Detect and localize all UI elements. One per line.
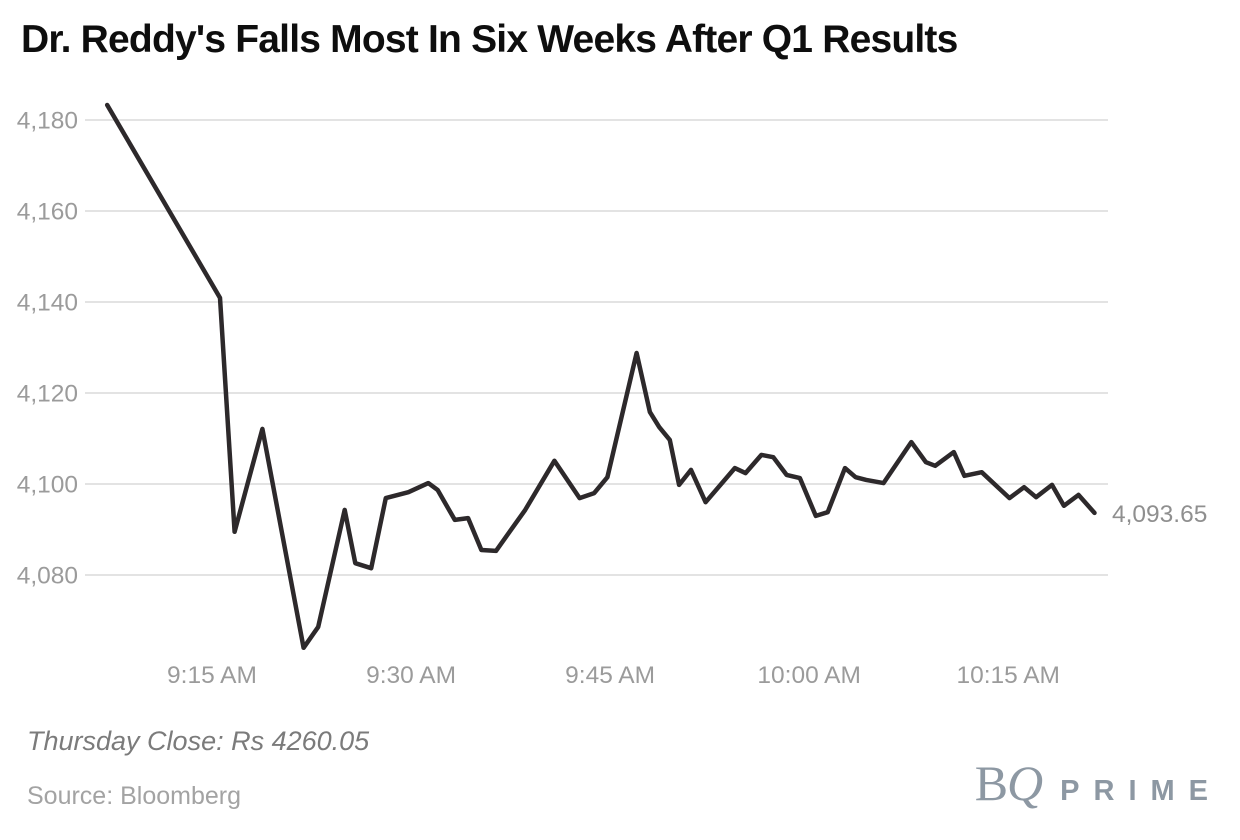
y-axis-label: 4,080 — [17, 563, 78, 590]
chart-title: Dr. Reddy's Falls Most In Six Weeks Afte… — [21, 18, 958, 61]
x-axis-label: 10:00 AM — [757, 662, 861, 689]
x-axis-label: 10:15 AM — [956, 662, 1060, 689]
y-axis-label: 4,100 — [17, 472, 78, 499]
x-axis-label: 9:30 AM — [366, 662, 456, 689]
y-axis-label: 4,180 — [17, 108, 78, 135]
last-price-label: 4,093.65 — [1112, 501, 1207, 528]
x-axis-label: 9:45 AM — [565, 662, 655, 689]
bqprime-logo: BQ PRIME — [975, 754, 1222, 812]
source-attribution: Source: Bloomberg — [27, 782, 242, 810]
y-axis-label: 4,140 — [17, 290, 78, 317]
bqprime-logo-prime: PRIME — [1060, 775, 1222, 807]
x-axis-label: 9:15 AM — [167, 662, 257, 689]
thursday-close-annotation: Thursday Close: Rs 4260.05 — [27, 726, 370, 756]
price-line-series — [104, 102, 1097, 651]
y-axis-label: 4,120 — [17, 381, 78, 408]
bqprime-logo-bq: BQ — [974, 755, 1043, 811]
y-axis-label: 4,160 — [17, 199, 78, 226]
